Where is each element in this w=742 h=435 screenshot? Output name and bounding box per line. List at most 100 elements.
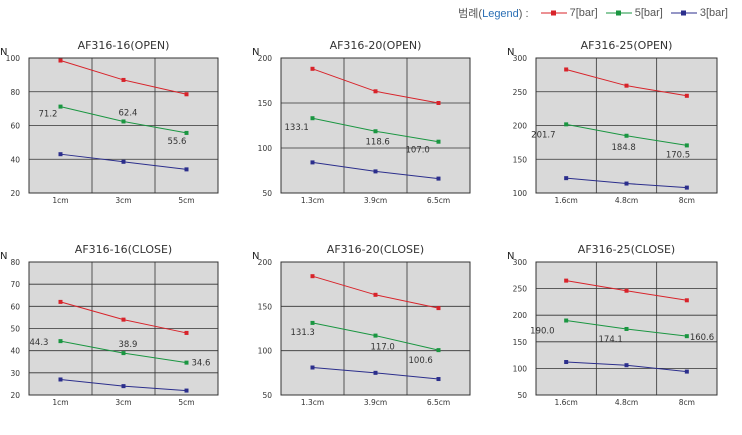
- data-point: [624, 83, 629, 88]
- data-point: [184, 92, 189, 97]
- data-point: [58, 152, 63, 157]
- y-tick-label: 80: [10, 88, 20, 97]
- y-tick-label: 100: [6, 54, 21, 63]
- data-point: [58, 299, 63, 304]
- legend-title: 범례(Legend) :: [458, 5, 528, 21]
- y-tick-label: 20: [10, 391, 20, 400]
- x-tick-label: 6.5cm: [427, 196, 450, 205]
- data-point: [684, 334, 689, 339]
- legend-swatch-5bar: [605, 10, 632, 16]
- data-label: 170.5: [666, 150, 690, 160]
- x-tick-label: 1cm: [52, 398, 68, 407]
- data-label: 38.9: [119, 340, 138, 350]
- data-point: [184, 130, 189, 135]
- data-label: 55.6: [168, 137, 187, 147]
- data-point: [684, 93, 689, 98]
- x-tick-label: 1cm: [52, 196, 68, 205]
- legend-title-suffix: ) :: [518, 8, 529, 20]
- chart-panel-4: 20 30 40 50 60 70 80 1cm 3cm 5cm AF316-16(CLOSE) N 4…: [0, 243, 219, 407]
- y-tick-label: 200: [258, 54, 273, 63]
- x-tick-label: 1.6cm: [554, 398, 577, 407]
- data-label: 190.0: [530, 327, 554, 337]
- data-point: [436, 101, 441, 105]
- data-point: [373, 169, 378, 174]
- y-tick-label: 50: [10, 325, 20, 334]
- y-tick-label: 200: [513, 122, 528, 131]
- x-tick-label: 3cm: [115, 398, 131, 407]
- data-label: 131.3: [291, 328, 315, 338]
- data-label: 117.0: [371, 343, 395, 353]
- chart-panel-5: 50 100 150 200 1.3cm 3.9cm 6.5cm AF316-20(CLOSE…: [252, 243, 471, 407]
- data-point: [684, 298, 689, 303]
- y-tick-label: 80: [10, 258, 20, 267]
- data-point: [564, 122, 569, 127]
- x-tick-label: 3cm: [115, 196, 131, 205]
- legend-title-prefix: 범례(: [458, 8, 483, 20]
- data-point: [436, 306, 441, 311]
- data-label: 184.8: [612, 143, 636, 153]
- chart-title: AF316-16(CLOSE): [75, 243, 172, 256]
- data-point: [436, 377, 441, 382]
- data-point: [121, 351, 126, 356]
- data-point: [624, 363, 629, 368]
- legend-item-3bar: 3[bar]: [670, 7, 728, 19]
- data-point: [436, 176, 441, 181]
- x-tick-label: 1.3cm: [301, 196, 324, 205]
- y-tick-label: 250: [513, 88, 528, 97]
- y-tick-label: 40: [10, 347, 20, 356]
- chart-title: AF316-16(OPEN): [78, 39, 170, 52]
- y-tick-label: 100: [258, 347, 273, 356]
- data-label: 100.6: [409, 356, 433, 366]
- y-tick-label: 60: [10, 122, 20, 131]
- y-axis-label: N: [0, 251, 7, 262]
- y-tick-label: 150: [513, 338, 528, 347]
- y-axis-label: N: [0, 47, 7, 58]
- legend-item-5bar: 5[bar]: [605, 7, 663, 19]
- data-point: [310, 160, 315, 165]
- y-tick-label: 60: [10, 302, 20, 311]
- y-tick-label: 150: [258, 302, 273, 311]
- chart-panel-2: 50 100 150 200 1.3cm 3.9cm 6.5cm AF316-20(OPEN)…: [252, 39, 471, 205]
- data-point: [373, 89, 378, 94]
- y-tick-label: 40: [10, 155, 20, 164]
- data-label: 44.3: [30, 338, 49, 348]
- legend-item-7bar: 7[bar]: [540, 7, 598, 19]
- data-point: [624, 133, 629, 138]
- y-axis-label: N: [507, 251, 514, 262]
- y-tick-label: 50: [262, 391, 272, 400]
- data-point: [684, 369, 689, 374]
- data-point: [564, 176, 569, 181]
- x-tick-label: 3.9cm: [364, 398, 387, 407]
- data-point: [373, 292, 378, 297]
- chart-title: AF316-25(CLOSE): [578, 243, 675, 256]
- x-tick-label: 3.9cm: [364, 196, 387, 205]
- data-point: [121, 119, 126, 124]
- data-point: [624, 181, 629, 186]
- data-point: [564, 278, 569, 283]
- data-point: [310, 66, 315, 71]
- legend-label-3bar: 3[bar]: [699, 7, 728, 19]
- data-point: [373, 129, 378, 134]
- data-point: [373, 370, 378, 375]
- data-label: 34.6: [192, 359, 211, 369]
- x-tick-label: 5cm: [178, 398, 194, 407]
- chart-title: AF316-20(CLOSE): [327, 243, 424, 256]
- y-axis-label: N: [252, 251, 259, 262]
- y-tick-label: 150: [513, 155, 528, 164]
- y-tick-label: 300: [513, 54, 528, 63]
- data-point: [58, 339, 63, 344]
- chart-panel-3: 100 150 200 250 300 1.6cm 4.8cm 8cm AF316-25(OPE…: [507, 39, 718, 205]
- y-tick-label: 200: [258, 258, 273, 267]
- data-point: [684, 143, 689, 148]
- y-tick-label: 20: [10, 189, 20, 198]
- x-tick-label: 4.8cm: [615, 398, 638, 407]
- data-point: [184, 167, 189, 172]
- legend-title-accent: Legend: [482, 8, 519, 20]
- data-point: [564, 67, 569, 72]
- data-point: [310, 365, 315, 370]
- y-tick-label: 100: [513, 364, 528, 373]
- chart-title: AF316-20(OPEN): [330, 39, 422, 52]
- chart-panel-1: 20 40 60 80 100 1cm 3cm 5cm AF316-16(OPEN) N 71.2 6…: [0, 39, 219, 205]
- y-tick-label: 300: [513, 258, 528, 267]
